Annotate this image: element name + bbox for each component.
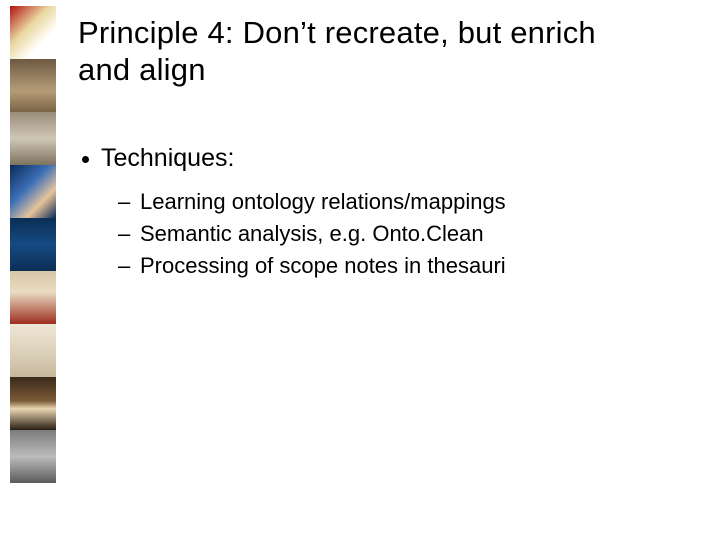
title-line-2: and align: [78, 52, 206, 87]
thumb-3: [10, 112, 56, 165]
thumb-8: [10, 377, 56, 430]
slide-content: Principle 4: Don’t recreate, but enrich …: [78, 14, 696, 285]
thumb-4: [10, 165, 56, 218]
thumb-7: [10, 324, 56, 377]
thumb-2: [10, 59, 56, 112]
thumbnail-sidebar: [10, 6, 56, 483]
bullet-label: Techniques:: [101, 144, 234, 173]
sub-bullet-text: Semantic analysis, e.g. Onto.Clean: [140, 221, 484, 247]
thumb-5: [10, 218, 56, 271]
slide-body: Techniques: – Learning ontology relation…: [78, 144, 696, 279]
dash-icon: –: [118, 253, 130, 279]
slide-title: Principle 4: Don’t recreate, but enrich …: [78, 14, 696, 88]
bullet-item: Techniques:: [82, 144, 696, 173]
thumb-1: [10, 6, 56, 59]
sub-bullet-text: Learning ontology relations/mappings: [140, 189, 506, 215]
sub-bullet-item: – Processing of scope notes in thesauri: [118, 253, 696, 279]
sub-bullet-item: – Semantic analysis, e.g. Onto.Clean: [118, 221, 696, 247]
sub-bullet-text: Processing of scope notes in thesauri: [140, 253, 506, 279]
slide: Principle 4: Don’t recreate, but enrich …: [0, 0, 720, 540]
bullet-dot-icon: [82, 156, 89, 163]
dash-icon: –: [118, 189, 130, 215]
thumb-6: [10, 271, 56, 324]
title-line-1: Principle 4: Don’t recreate, but enrich: [78, 15, 596, 50]
sub-bullet-list: – Learning ontology relations/mappings –…: [118, 189, 696, 279]
thumb-9: [10, 430, 56, 483]
sub-bullet-item: – Learning ontology relations/mappings: [118, 189, 696, 215]
dash-icon: –: [118, 221, 130, 247]
